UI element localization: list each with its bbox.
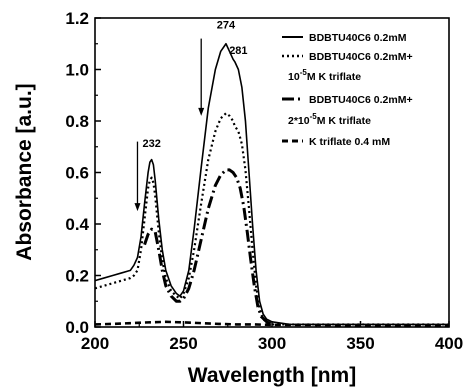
y-tick-label: 0.6: [65, 164, 89, 183]
x-tick-label: 250: [169, 334, 197, 353]
y-axis-title: Absorbance [a.u.]: [13, 83, 36, 260]
y-tick-label: 0.4: [65, 215, 89, 234]
x-tick-label: 400: [435, 334, 463, 353]
series-line-3-dashdot: [143, 168, 273, 326]
x-axis-title: Wavelength [nm]: [188, 364, 356, 387]
arrow-layer: [134, 38, 205, 212]
peak-annotation: 232: [142, 138, 160, 150]
legend-label-3b-base: 2*10: [288, 115, 310, 127]
y-tick-label: 1.0: [65, 61, 89, 80]
series-line-1-solid: [94, 42, 449, 326]
series-line-4-dashed: [94, 320, 449, 327]
legend-label-2b: 10-5M K triflate: [288, 68, 361, 83]
x-tick-label: 200: [81, 334, 109, 353]
legend-label-3b: 2*10-5M K triflate: [288, 112, 371, 127]
y-tick-label: 0.2: [65, 267, 89, 286]
x-tick-label: 350: [346, 334, 374, 353]
peak-annotation: 281: [229, 45, 247, 57]
y-tick-label: 1.2: [65, 9, 89, 28]
legend-label-3a: BDBTU40C6 0.2mM+: [309, 94, 413, 106]
down-arrow-head: [198, 107, 205, 116]
legend-label-2b-rest: M K triflate: [307, 71, 361, 83]
legend: BDBTU40C6 0.2mM BDBTU40C6 0.2mM+ 10-5M K…: [282, 32, 413, 148]
y-tick-label: 0.0: [65, 318, 89, 337]
y-axis-ticks: 0.0 0.2 0.4 0.6 0.8 1.0 1.2: [65, 9, 101, 337]
y-tick-label: 0.8: [65, 112, 89, 131]
legend-label-3b-rest: M K triflate: [317, 115, 371, 127]
legend-label-4: K triflate 0.4 mM: [309, 136, 390, 148]
peak-annotation: 274: [217, 19, 236, 31]
down-arrow-head: [134, 203, 141, 212]
series-layer: [94, 42, 449, 327]
x-tick-label: 300: [258, 334, 286, 353]
annotation-layer: 274 281 232: [142, 19, 247, 149]
legend-label-2b-base: 10: [288, 71, 300, 83]
legend-label-1: BDBTU40C6 0.2mM: [309, 32, 407, 44]
legend-label-2b-sup: -5: [300, 68, 308, 77]
legend-label-2a: BDBTU40C6 0.2mM+: [309, 51, 413, 63]
legend-label-3b-sup: -5: [310, 112, 318, 121]
